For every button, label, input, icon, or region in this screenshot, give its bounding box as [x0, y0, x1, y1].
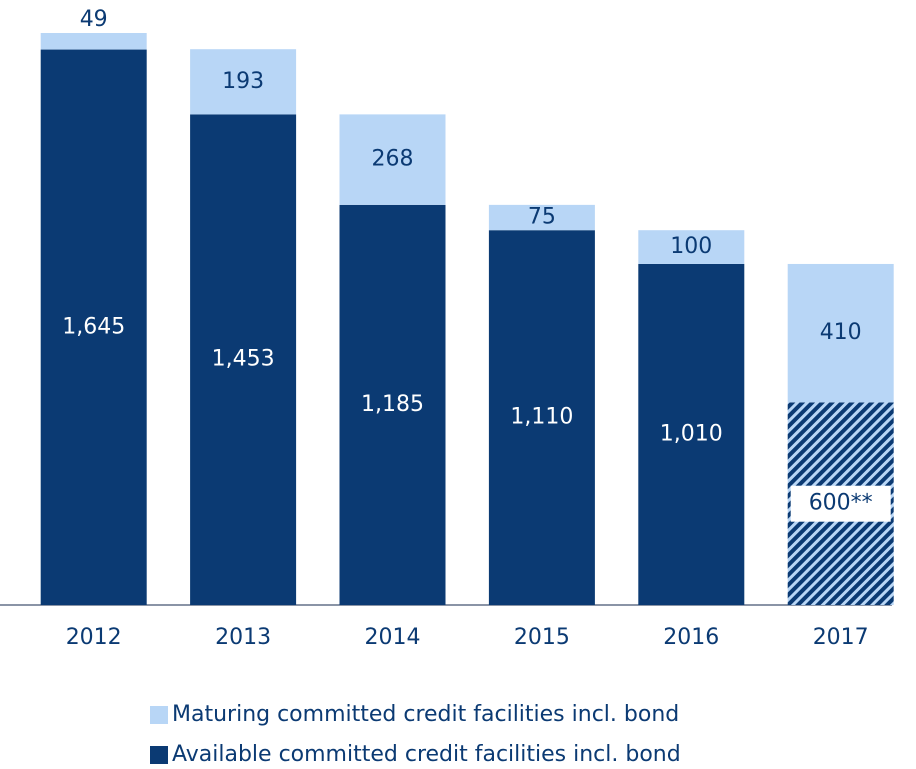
x-tick-label: 2013 [215, 625, 271, 650]
bar-segment [339, 114, 446, 205]
value-label: 600** [809, 491, 873, 516]
legend-label: Maturing committed credit facilities inc… [172, 702, 679, 727]
legend-label: Available committed credit facilities in… [172, 742, 681, 767]
bar-segment [638, 263, 745, 605]
bar-segment [40, 49, 147, 605]
x-tick-label: 2014 [365, 625, 421, 650]
bar-segment [190, 49, 297, 115]
x-tick-label: 2017 [813, 625, 869, 650]
bar-segment [488, 204, 595, 231]
value-label: 1,453 [212, 347, 275, 372]
x-tick-label: 2016 [663, 625, 719, 650]
value-label: 1,110 [510, 405, 573, 430]
bar-segment [40, 33, 147, 50]
value-label: 410 [820, 320, 862, 345]
value-label: 268 [372, 147, 414, 172]
value-label: 1,185 [361, 392, 424, 417]
bar-segment [488, 230, 595, 605]
bar-segment [787, 263, 894, 403]
x-tick-label: 2012 [66, 625, 122, 650]
value-label: 75 [528, 205, 556, 230]
bar-segment [339, 204, 446, 606]
bar-segment [190, 114, 297, 606]
value-label: 1,010 [660, 421, 723, 446]
bar-segment [638, 230, 745, 264]
legend-swatch [150, 706, 168, 724]
value-label: 193 [222, 69, 264, 94]
legend-swatch [150, 746, 168, 764]
x-tick-label: 2015 [514, 625, 570, 650]
value-label: 49 [80, 7, 108, 32]
value-label: 1,645 [62, 314, 125, 339]
value-label: 100 [670, 234, 712, 259]
label-box [790, 485, 891, 522]
